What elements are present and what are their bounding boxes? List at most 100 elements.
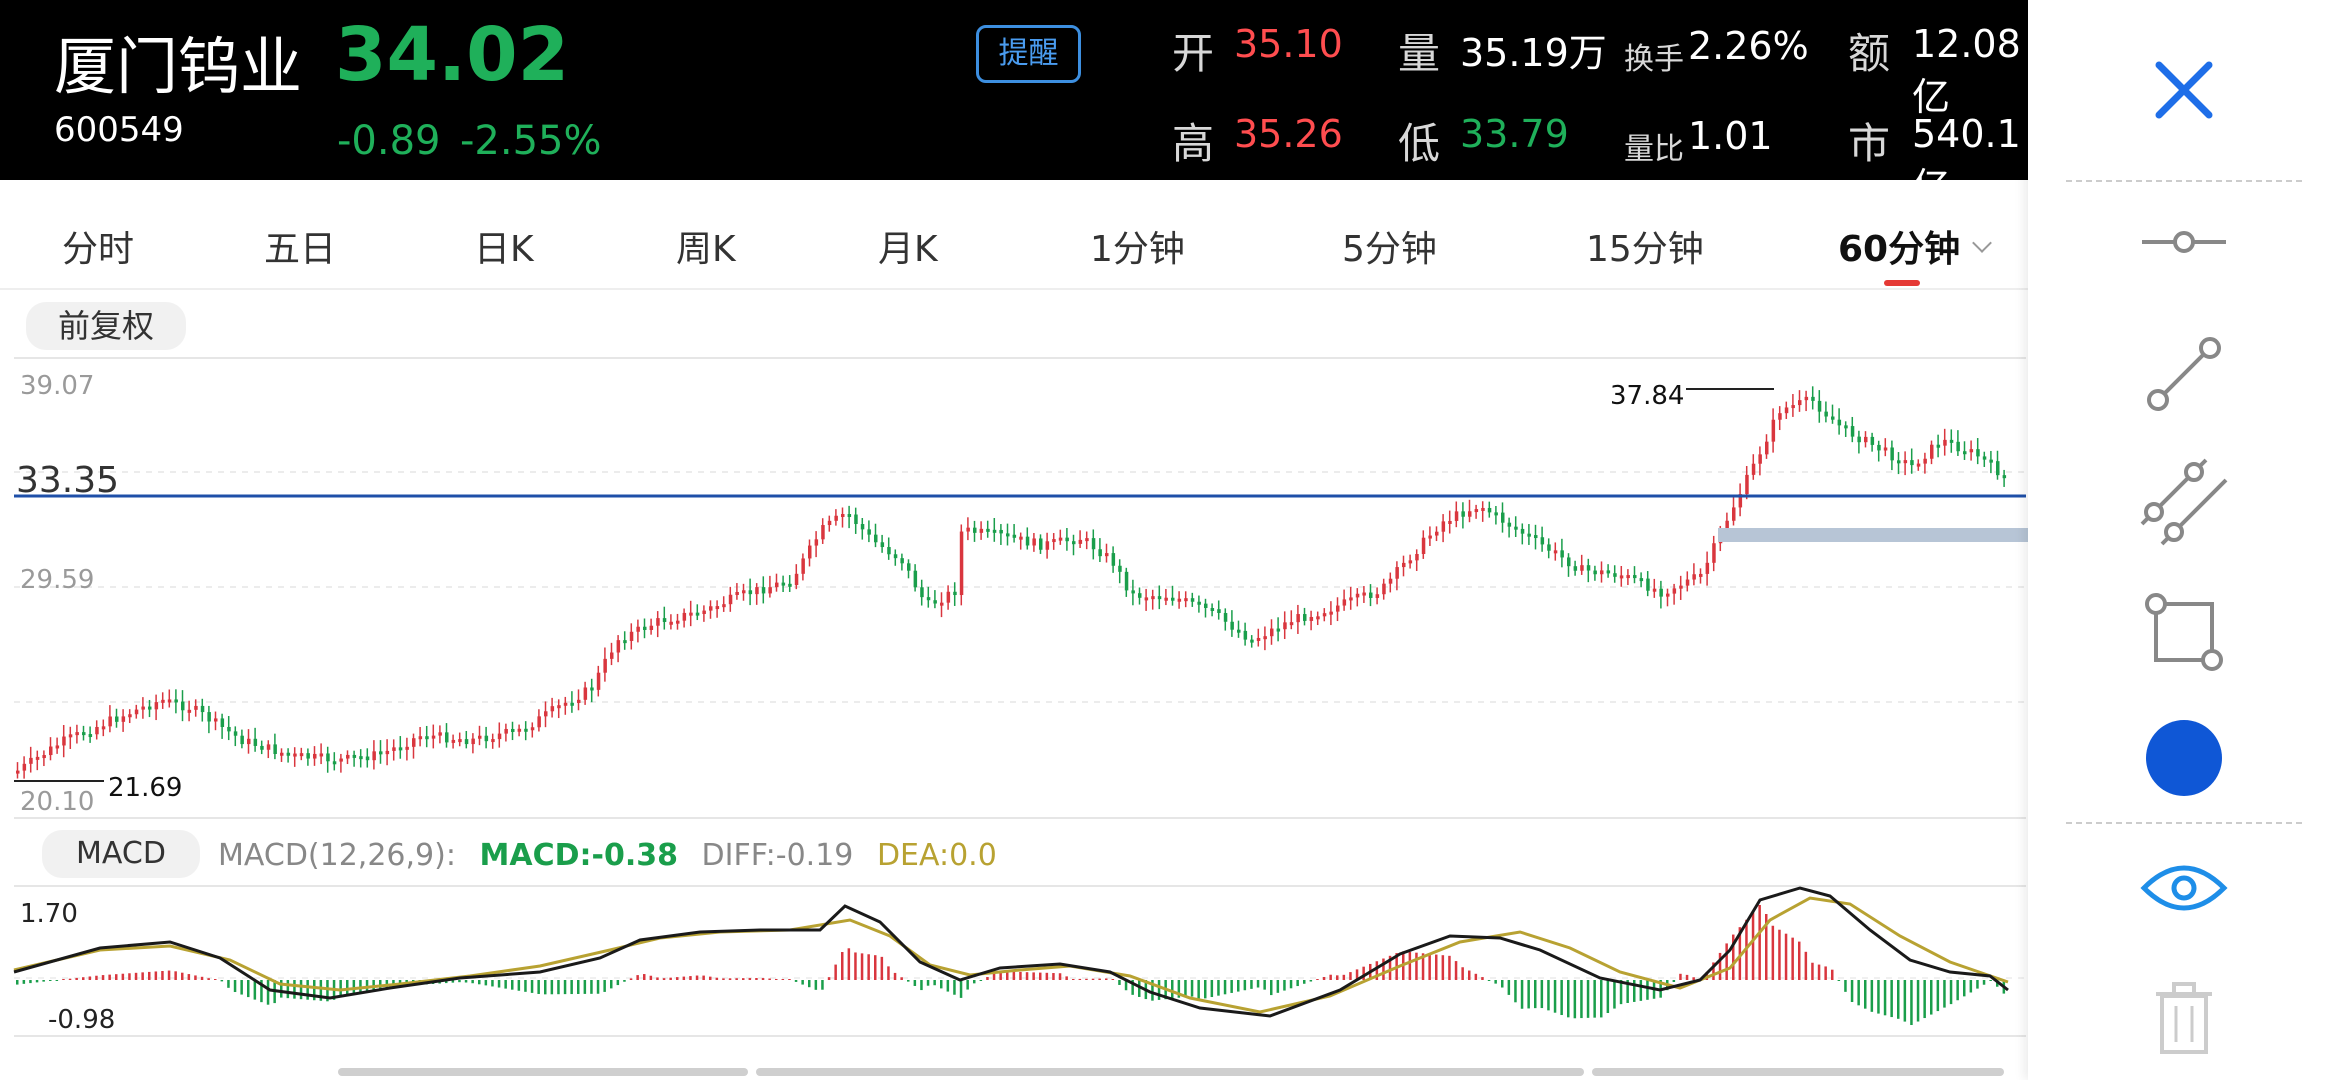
macd-bar <box>577 980 580 994</box>
toolbar-divider <box>2066 822 2302 824</box>
candle-body <box>1250 639 1254 643</box>
tab-5-minute[interactable]: 5分钟 <box>1342 229 1437 270</box>
scrollbar-segment[interactable] <box>756 1068 1584 1076</box>
macd-bar <box>794 980 798 982</box>
candle-body <box>1454 511 1459 521</box>
candle-body <box>1032 538 1036 546</box>
drawing-toolbar <box>2028 0 2340 1080</box>
candle-body <box>1672 588 1677 594</box>
macd-bar <box>1078 978 1082 980</box>
macd-bar <box>1487 980 1491 981</box>
candle-body <box>570 702 574 706</box>
candle-body <box>1237 629 1241 633</box>
macd-bar <box>1421 953 1425 980</box>
candle-body <box>1474 509 1479 513</box>
candle-body <box>1811 396 1815 401</box>
segment-icon[interactable] <box>2134 324 2234 424</box>
rectangle-icon[interactable] <box>2134 582 2234 682</box>
tab-15-minute[interactable]: 15分钟 <box>1586 229 1704 270</box>
color-dot-icon[interactable] <box>2134 708 2234 808</box>
candle-body <box>1402 562 1406 568</box>
candle-body <box>1507 522 1512 527</box>
candle-body <box>42 755 46 759</box>
candle-body <box>1012 534 1017 538</box>
macd-bar <box>1916 980 1920 1022</box>
macd-bar <box>1857 980 1860 1006</box>
candle-body <box>1923 458 1927 464</box>
macd-bar <box>1547 980 1550 1011</box>
candle-body <box>1355 593 1360 598</box>
candle-body <box>1633 575 1637 579</box>
scrollbar-segment[interactable] <box>338 1068 748 1076</box>
macd-bar <box>108 974 111 980</box>
candle-body <box>1534 535 1538 539</box>
adjust-button[interactable]: 前复权 <box>26 302 186 350</box>
kline-chart[interactable]: 39.07 33.35 29.59 20.10 37.84 21.69 1.70… <box>0 0 2028 1080</box>
macd-indicator-button[interactable]: MACD <box>42 830 200 878</box>
macd-bar <box>286 980 290 999</box>
tab-five-day[interactable]: 五日 <box>264 229 337 270</box>
macd-bar <box>62 979 65 980</box>
tab-60-minute[interactable]: 60分钟 <box>1838 229 1961 270</box>
tab-daily-k[interactable]: 日K <box>474 229 534 270</box>
macd-bar <box>75 977 78 980</box>
macd-bar <box>233 980 237 993</box>
macd-bar <box>1738 927 1742 980</box>
scrollbar-segment[interactable] <box>1592 1068 2004 1076</box>
macd-bar <box>1012 971 1016 980</box>
tab-1-minute[interactable]: 1分钟 <box>1090 229 1185 270</box>
eye-icon[interactable] <box>2134 838 2234 938</box>
candle-body <box>88 734 93 738</box>
macd-bar <box>1718 952 1722 980</box>
candle-body <box>68 734 73 738</box>
macd-bar <box>722 978 725 980</box>
candle-body <box>1646 578 1650 591</box>
candle-body <box>1685 579 1690 586</box>
candle-body <box>478 735 482 739</box>
candle-body <box>689 612 693 616</box>
candle-body <box>134 709 139 715</box>
volume-label: 量 <box>1398 29 1441 78</box>
volume-ratio-label: 量比 <box>1624 132 1684 167</box>
candle-body <box>75 732 79 736</box>
macd-bar <box>537 980 540 994</box>
candle-body <box>1699 573 1703 577</box>
candle-body <box>214 718 218 722</box>
candle-body <box>1276 628 1281 632</box>
horizontal-line-icon[interactable] <box>2134 192 2234 292</box>
candle-body <box>940 602 944 606</box>
candle-body <box>887 547 891 555</box>
candle-body <box>1349 597 1353 601</box>
macd-axis-label-bottom: -0.98 <box>48 1005 115 1035</box>
macd-bar <box>1111 979 1115 980</box>
macd-bar <box>768 978 771 980</box>
candle-body <box>511 728 515 732</box>
macd-bar <box>814 980 818 990</box>
candle-body <box>62 736 66 746</box>
tab-monthly-k[interactable]: 月K <box>878 229 938 270</box>
close-icon[interactable] <box>2134 40 2234 140</box>
candle-body <box>1890 447 1894 461</box>
macd-axis-label-top: 1.70 <box>20 899 78 929</box>
macd-bar <box>761 978 765 980</box>
parallel-line-icon[interactable] <box>2134 452 2234 552</box>
macd-bar <box>458 980 461 983</box>
candle-body <box>1435 531 1439 536</box>
candle-body <box>1804 396 1809 401</box>
macd-histogram <box>16 904 2006 1026</box>
candle-body <box>1085 538 1089 542</box>
alert-button[interactable]: 提醒 <box>976 25 1081 83</box>
macd-bar <box>1408 952 1412 980</box>
tab-intraday[interactable]: 分时 <box>62 229 135 270</box>
candle-body <box>669 621 673 625</box>
candle-body <box>1903 460 1908 464</box>
candle-body <box>187 709 192 713</box>
macd-bar <box>214 979 217 980</box>
macd-bar <box>35 980 39 983</box>
macd-bar <box>1481 977 1484 980</box>
candle-body <box>1138 593 1142 598</box>
macd-bar <box>200 976 204 980</box>
tab-weekly-k[interactable]: 周K <box>676 229 736 270</box>
macd-bar <box>530 980 534 993</box>
trash-icon[interactable] <box>2134 966 2234 1066</box>
